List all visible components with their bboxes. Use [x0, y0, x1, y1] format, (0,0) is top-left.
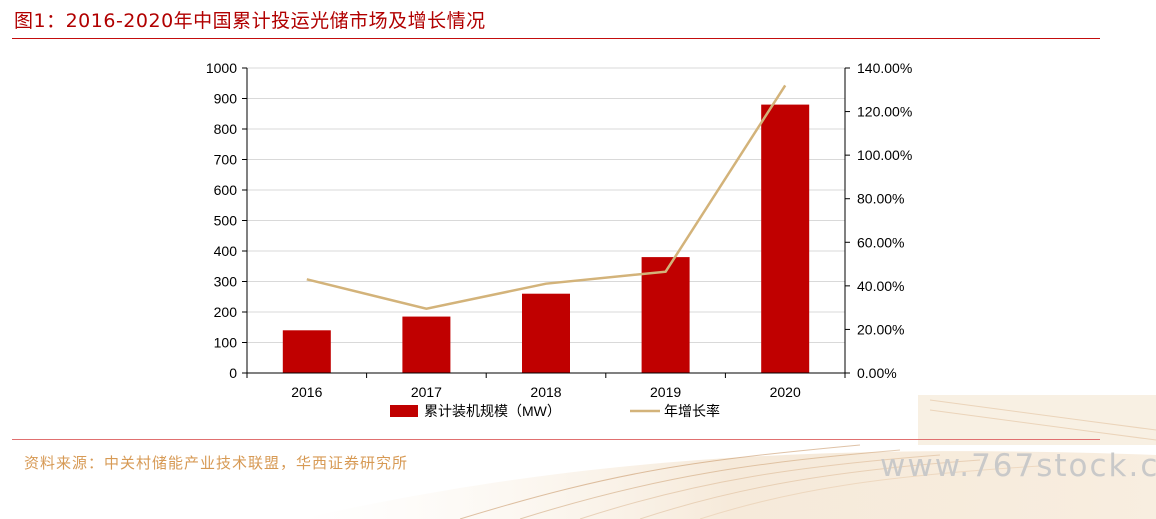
- right-tick-label: 140.00%: [857, 60, 912, 76]
- right-tick-label: 120.00%: [857, 104, 912, 120]
- right-tick-label: 20.00%: [857, 321, 904, 337]
- combo-chart: 0 100 200 300 400 500 600 700 800 900 1000 0.00% 20.…: [206, 60, 912, 419]
- x-tick-label: 2020: [770, 384, 801, 400]
- x-tick-label: 2017: [411, 384, 442, 400]
- bar: [641, 257, 690, 373]
- watermark: www.767stock.com: [880, 448, 1156, 484]
- bar: [761, 104, 810, 373]
- legend-line-label: 年增长率: [664, 403, 720, 419]
- right-tick-label: 100.00%: [857, 147, 912, 163]
- bar-series: [282, 104, 810, 373]
- left-tick-label: 600: [214, 182, 238, 198]
- source-note: 资料来源：中关村储能产业技术联盟，华西证券研究所: [24, 454, 409, 472]
- left-tick-label: 800: [214, 121, 238, 137]
- left-tick-label: 300: [214, 274, 238, 290]
- x-tick-label: 2019: [650, 384, 681, 400]
- footer-divider: [12, 439, 1100, 440]
- right-tick-label: 0.00%: [857, 365, 897, 381]
- figure-title: 图1：2016-2020年中国累计投运光储市场及增长情况: [14, 10, 486, 32]
- bar: [282, 330, 331, 373]
- left-tick-label: 500: [214, 213, 238, 229]
- left-tick-label: 100: [214, 335, 238, 351]
- left-tick-label: 0: [229, 365, 237, 381]
- right-tick-label: 60.00%: [857, 234, 904, 250]
- bar: [402, 316, 451, 373]
- left-tick-label: 900: [214, 91, 238, 107]
- x-tick-label: 2016: [291, 384, 322, 400]
- left-tick-label: 1000: [206, 60, 237, 76]
- right-tick-label: 80.00%: [857, 191, 904, 207]
- title-divider: [12, 38, 1100, 39]
- growth-line: [306, 84, 787, 311]
- left-tick-label: 700: [214, 152, 238, 168]
- left-tick-label: 400: [214, 243, 238, 259]
- legend-bar-label: 累计装机规模（MW）: [424, 403, 561, 419]
- bar: [522, 293, 570, 373]
- axes: 0 100 200 300 400 500 600 700 800 900 1000 0.00% 20.…: [206, 60, 912, 400]
- legend-bar-swatch: [390, 405, 418, 417]
- line-series: [306, 84, 787, 311]
- legend: 累计装机规模（MW） 年增长率: [390, 403, 720, 419]
- left-tick-label: 200: [214, 304, 238, 320]
- right-tick-label: 40.00%: [857, 278, 904, 294]
- x-tick-label: 2018: [530, 384, 561, 400]
